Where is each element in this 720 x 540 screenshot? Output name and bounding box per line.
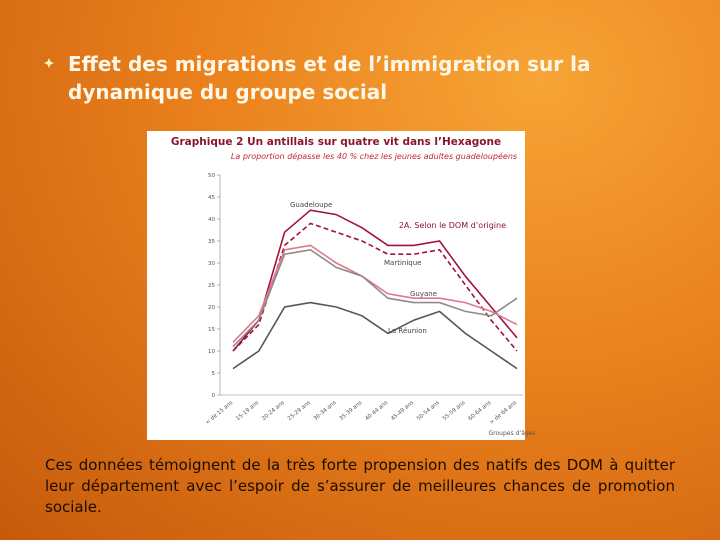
y-tick-label: 35	[208, 239, 215, 245]
series-line	[232, 244, 518, 343]
chart-background	[147, 131, 525, 440]
y-tick-label: 5	[212, 371, 216, 377]
series-line	[232, 301, 518, 370]
chart-title: Graphique 2 Un antillais sur quatre vit …	[171, 136, 501, 148]
annotation: 2A. Selon le DOM d’origine	[399, 221, 506, 230]
series-label: Guyane	[410, 290, 437, 298]
y-tick-label: 0	[212, 393, 216, 399]
y-tick-label: 45	[208, 195, 215, 201]
bullet	[44, 58, 54, 68]
y-tick-label: 15	[208, 327, 215, 333]
series-line	[232, 209, 518, 352]
y-tick-label: 30	[208, 261, 215, 267]
series-label: Guadeloupe	[290, 201, 332, 209]
slide-title: Effet des migrations et de l’immigration…	[68, 52, 591, 104]
y-tick-label: 25	[208, 283, 215, 289]
y-tick-label: 20	[208, 305, 215, 311]
x-axis-label: Groupes d’âges	[488, 430, 535, 437]
y-tick-label: 40	[208, 217, 215, 223]
series-line	[232, 222, 518, 352]
y-tick-label: 50	[208, 173, 215, 179]
slide-body: Ces données témoignent de la très forte …	[45, 456, 675, 516]
series-line	[232, 248, 518, 348]
series-label: Martinique	[384, 259, 421, 267]
series-label: La Réunion	[388, 327, 427, 335]
chart-subtitle: La proportion dépasse les 40 % chez les …	[231, 151, 517, 161]
y-tick-label: 10	[208, 349, 215, 355]
